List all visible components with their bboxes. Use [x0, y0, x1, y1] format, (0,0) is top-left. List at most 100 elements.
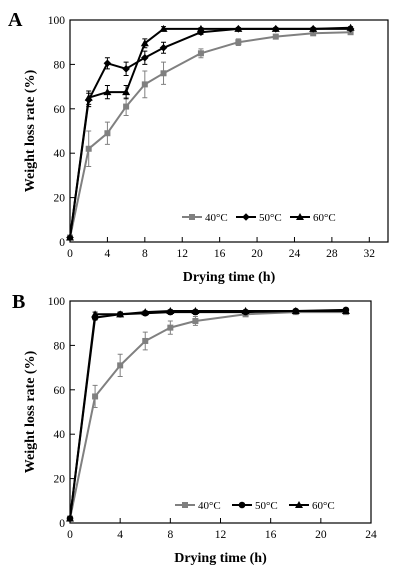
data-point	[167, 324, 174, 331]
x-tick-label: 0	[67, 248, 73, 260]
legend-label: 60°C	[312, 500, 335, 512]
legend-label: 40°C	[198, 500, 221, 512]
legend-marker	[238, 501, 246, 509]
data-point	[309, 24, 318, 32]
y-tick-label: 60	[54, 385, 66, 397]
legend-marker	[189, 214, 195, 220]
data-point	[235, 39, 242, 46]
x-tick-label: 16	[265, 529, 277, 541]
legend-marker	[295, 501, 303, 508]
data-point	[159, 24, 168, 32]
series-square	[67, 29, 354, 241]
chart-panel-a: A 0 4 8 12 16 20 24 28 32 0 20 40 60 80 100 Drying time …	[8, 9, 389, 285]
x-tick-label: 24	[365, 529, 377, 541]
legend-marker	[182, 502, 188, 508]
data-point	[191, 306, 200, 314]
y-tick-label: 80	[54, 59, 66, 71]
data-point	[122, 88, 131, 96]
y-axis-title: Weight loss rate (%)	[23, 350, 38, 473]
data-point	[192, 317, 199, 324]
data-point	[196, 24, 205, 32]
y-axis-title: Weight loss rate (%)	[23, 69, 38, 192]
data-point	[142, 337, 149, 344]
data-point	[104, 130, 111, 137]
y-tick-label: 0	[59, 518, 65, 530]
legend: 40°C 50°C 60°C	[175, 500, 335, 512]
legend-marker	[242, 213, 250, 221]
series-line	[69, 26, 351, 238]
chart-panel-b: B 0 4 8 12 16 20 24 0 20 40 60 80 100 Drying time (h) W…	[12, 291, 377, 566]
series-line	[69, 311, 346, 519]
legend-label: 50°C	[255, 500, 278, 512]
y-tick-label: 20	[54, 193, 66, 205]
y-tick-label: 60	[54, 104, 66, 116]
data-point	[291, 306, 300, 314]
data-point	[141, 308, 150, 316]
data-point	[66, 233, 74, 241]
data-point	[159, 43, 168, 52]
data-point	[123, 103, 130, 110]
plot-frame	[69, 19, 389, 243]
series-line	[69, 31, 351, 238]
data-point	[92, 393, 99, 400]
data-point	[166, 306, 175, 314]
x-tick-label: 0	[67, 529, 73, 541]
data-point	[117, 362, 124, 369]
y-tick-label: 0	[59, 237, 65, 249]
legend-marker	[296, 213, 304, 220]
x-tick-label: 4	[105, 248, 111, 260]
y-tick-label: 40	[54, 148, 66, 160]
series-circle	[66, 306, 350, 522]
data-point	[66, 514, 74, 522]
panel-letter: A	[8, 9, 23, 31]
legend-label: 40°C	[205, 212, 228, 224]
data-point	[197, 50, 204, 57]
data-point	[272, 33, 279, 40]
x-tick-label: 12	[215, 529, 227, 541]
data-point	[116, 310, 125, 318]
data-point	[103, 59, 112, 68]
series-triangle	[66, 306, 350, 522]
series-square	[67, 309, 349, 522]
data-point	[234, 24, 243, 32]
data-point	[85, 145, 92, 152]
series-line	[69, 308, 346, 519]
legend-label: 50°C	[259, 212, 282, 224]
y-tick-label: 100	[48, 15, 66, 27]
x-tick-label: 4	[117, 529, 123, 541]
data-point	[103, 88, 112, 96]
data-point	[241, 306, 250, 314]
series-triangle	[66, 23, 355, 241]
y-tick-label: 20	[54, 474, 66, 486]
data-point	[140, 39, 149, 47]
legend-label: 60°C	[313, 212, 336, 224]
x-tick-label: 12	[176, 248, 188, 260]
x-tick-label: 24	[289, 248, 301, 260]
data-point	[122, 65, 130, 73]
data-point	[84, 93, 93, 101]
data-point	[341, 306, 350, 314]
x-axis-title: Drying time (h)	[174, 551, 267, 566]
x-tick-label: 32	[364, 248, 376, 260]
y-tick-label: 80	[54, 340, 66, 352]
panel-letter: B	[12, 291, 25, 313]
data-point	[91, 310, 100, 318]
x-axis-title: Drying time (h)	[183, 270, 276, 285]
legend: 40°C 50°C 60°C	[182, 212, 336, 224]
y-tick-label: 100	[48, 296, 66, 308]
data-point	[197, 28, 205, 37]
data-point	[141, 53, 149, 62]
plot-frame	[69, 300, 372, 524]
data-point	[141, 81, 148, 88]
data-point	[160, 70, 167, 77]
x-tick-label: 8	[142, 248, 148, 260]
x-tick-label: 28	[326, 248, 338, 260]
data-point	[271, 24, 280, 32]
x-tick-label: 20	[315, 529, 327, 541]
y-tick-label: 40	[54, 429, 66, 441]
series-line	[69, 310, 346, 519]
data-point	[346, 23, 355, 31]
x-tick-label: 20	[251, 248, 263, 260]
x-tick-label: 8	[167, 529, 173, 541]
